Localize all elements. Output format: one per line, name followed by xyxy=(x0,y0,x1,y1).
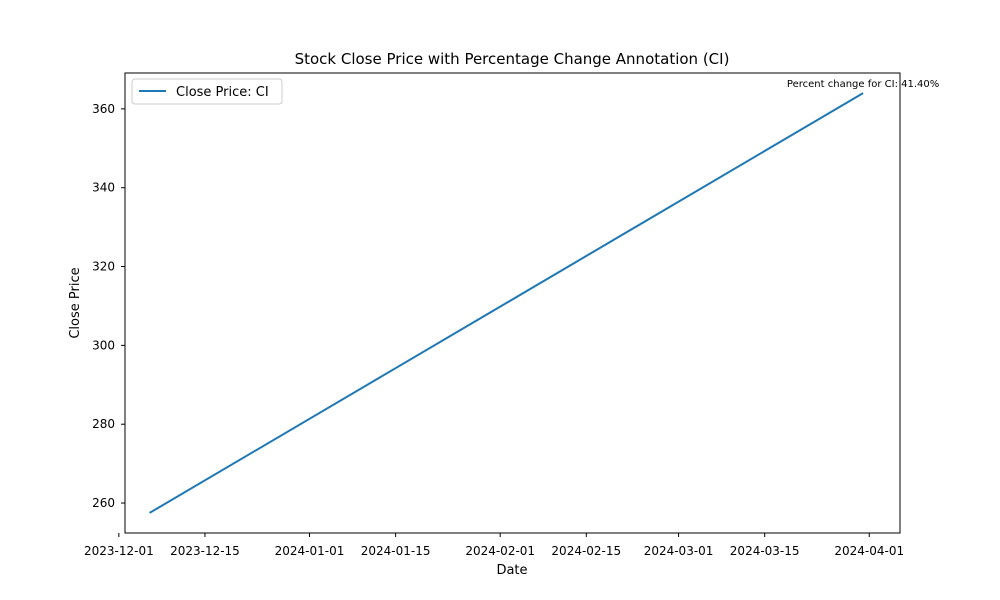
x-axis: 2023-12-01 2023-12-15 2024-01-01 2024-01-15… xyxy=(84,533,904,558)
y-tick-label: 260 xyxy=(92,496,115,510)
percent-change-annotation: Percent change for CI: 41.40% xyxy=(787,79,939,90)
chart-title: Stock Close Price with Percentage Change… xyxy=(295,50,730,68)
x-axis-label: Date xyxy=(496,563,527,578)
y-tick-label: 320 xyxy=(92,260,115,274)
x-tick-label: 2024-03-01 xyxy=(644,544,714,558)
y-axis-label: Close Price xyxy=(68,267,83,338)
y-tick-label: 280 xyxy=(92,417,115,431)
legend: Close Price: CI xyxy=(131,78,283,105)
series-line xyxy=(149,92,864,514)
x-tick-label: 2023-12-01 xyxy=(84,544,154,558)
y-tick-label: 360 xyxy=(92,102,115,116)
x-tick-label: 2024-04-01 xyxy=(834,544,904,558)
y-axis: 260 280 300 320 340 360 xyxy=(92,102,125,510)
legend-label: Close Price: CI xyxy=(176,85,269,100)
y-tick-label: 340 xyxy=(92,181,115,195)
plot-frame xyxy=(124,72,901,534)
x-tick-label: 2024-01-01 xyxy=(275,544,345,558)
y-tick-label: 300 xyxy=(92,338,115,352)
annotation-layer: Percent change for CI: 41.40% xyxy=(787,79,939,90)
series-layer xyxy=(149,92,864,514)
legend-box xyxy=(131,78,283,105)
x-tick-label: 2024-03-15 xyxy=(730,544,800,558)
x-tick-label: 2024-02-15 xyxy=(551,544,621,558)
x-tick-label: 2023-12-15 xyxy=(170,544,240,558)
x-tick-label: 2024-01-15 xyxy=(361,544,431,558)
x-tick-label: 2024-02-01 xyxy=(465,544,535,558)
